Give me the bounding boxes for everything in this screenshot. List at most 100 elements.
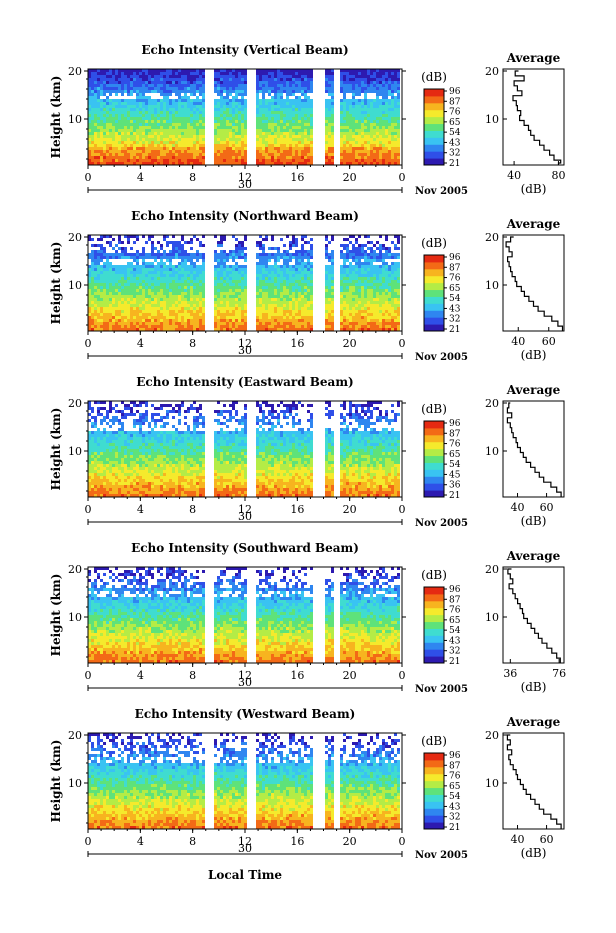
- heatmap-cell: [175, 153, 178, 156]
- heatmap-cell: [346, 150, 349, 153]
- heatmap-cell: [199, 123, 202, 126]
- heatmap-cell: [154, 268, 157, 271]
- heatmap-cell: [94, 135, 97, 138]
- heatmap-cell: [340, 120, 343, 123]
- heatmap-cell: [190, 310, 193, 313]
- heatmap-cell: [202, 286, 205, 289]
- heatmap-cell: [277, 292, 280, 295]
- heatmap-cell: [382, 129, 385, 132]
- heatmap-cell: [226, 93, 229, 96]
- heatmap-cell: [148, 120, 151, 123]
- heatmap-cell: [268, 93, 271, 96]
- heatmap-cell: [328, 292, 331, 295]
- heatmap-cell: [133, 123, 136, 126]
- heatmap-cell: [166, 126, 169, 129]
- heatmap-cell: [298, 81, 301, 84]
- heatmap-cell: [367, 283, 370, 286]
- heatmap-cell: [355, 141, 358, 144]
- heatmap-cell: [298, 141, 301, 144]
- heatmap-cell: [271, 78, 274, 81]
- heatmap-cell: [394, 256, 397, 259]
- heatmap-cell: [148, 126, 151, 129]
- heatmap-cell: [115, 256, 118, 259]
- heatmap-cell: [226, 114, 229, 117]
- heatmap-cell: [235, 256, 238, 259]
- heatmap-cell: [277, 120, 280, 123]
- heatmap-cell: [103, 298, 106, 301]
- heatmap-cell: [214, 301, 217, 304]
- heatmap-cell: [280, 307, 283, 310]
- heatmap-cell: [100, 307, 103, 310]
- heatmap-cell: [274, 120, 277, 123]
- heatmap-cell: [346, 120, 349, 123]
- heatmap-cell: [274, 307, 277, 310]
- heatmap-cell: [229, 268, 232, 271]
- heatmap-cell: [193, 159, 196, 162]
- heatmap-cell: [193, 135, 196, 138]
- heatmap-cell: [340, 159, 343, 162]
- heatmap-cell: [127, 280, 130, 283]
- heatmap-cell: [331, 268, 334, 271]
- heatmap-cell: [145, 268, 148, 271]
- heatmap-cell: [103, 120, 106, 123]
- heatmap-cell: [190, 117, 193, 120]
- heatmap-cell: [340, 126, 343, 129]
- heatmap-cell: [127, 268, 130, 271]
- heatmap-cell: [103, 159, 106, 162]
- heatmap-cell: [220, 250, 223, 253]
- heatmap-cell: [271, 274, 274, 277]
- heatmap-cell: [379, 286, 382, 289]
- heatmap-cell: [214, 283, 217, 286]
- heatmap-cell: [379, 141, 382, 144]
- heatmap-cell: [304, 114, 307, 117]
- heatmap-cell: [298, 84, 301, 87]
- heatmap-cell: [244, 93, 247, 96]
- heatmap-cell: [112, 313, 115, 316]
- heatmap-cell: [151, 99, 154, 102]
- heatmap-cell: [355, 304, 358, 307]
- heatmap-cell: [175, 105, 178, 108]
- heatmap-cell: [193, 93, 196, 96]
- heatmap-cell: [115, 283, 118, 286]
- heatmap-cell: [214, 307, 217, 310]
- heatmap-cell: [298, 265, 301, 268]
- heatmap-cell: [310, 301, 313, 304]
- heatmap-cell: [235, 99, 238, 102]
- heatmap-cell: [142, 301, 145, 304]
- heatmap-cell: [274, 117, 277, 120]
- heatmap-cell: [367, 310, 370, 313]
- heatmap-cell: [265, 156, 268, 159]
- heatmap-cell: [343, 87, 346, 90]
- heatmap-cell: [238, 81, 241, 84]
- heatmap-cell: [391, 280, 394, 283]
- heatmap-cell: [181, 304, 184, 307]
- heatmap-cell: [109, 75, 112, 78]
- heatmap-cell: [343, 135, 346, 138]
- heatmap-cell: [307, 84, 310, 87]
- heatmap-cell: [184, 81, 187, 84]
- heatmap-cell: [139, 72, 142, 75]
- heatmap-cell: [295, 307, 298, 310]
- heatmap-cell: [385, 108, 388, 111]
- average-frame: [503, 69, 564, 165]
- avg-y-tick-label: 20: [485, 65, 499, 78]
- heatmap-cell: [106, 313, 109, 316]
- heatmap-cell: [181, 301, 184, 304]
- heatmap-cell: [106, 159, 109, 162]
- heatmap-cell: [310, 271, 313, 274]
- heatmap-cell: [355, 247, 358, 250]
- heatmap-cell: [361, 90, 364, 93]
- heatmap-cell: [193, 295, 196, 298]
- heatmap-cell: [91, 289, 94, 292]
- heatmap-cell: [148, 123, 151, 126]
- heatmap-cell: [127, 93, 130, 96]
- heatmap-cell: [97, 271, 100, 274]
- heatmap-cell: [136, 304, 139, 307]
- heatmap-cell: [340, 304, 343, 307]
- heatmap-cell: [328, 117, 331, 120]
- heatmap-cell: [160, 283, 163, 286]
- heatmap-cell: [304, 241, 307, 244]
- heatmap-cell: [370, 114, 373, 117]
- heatmap-cell: [364, 111, 367, 114]
- heatmap-cell: [349, 81, 352, 84]
